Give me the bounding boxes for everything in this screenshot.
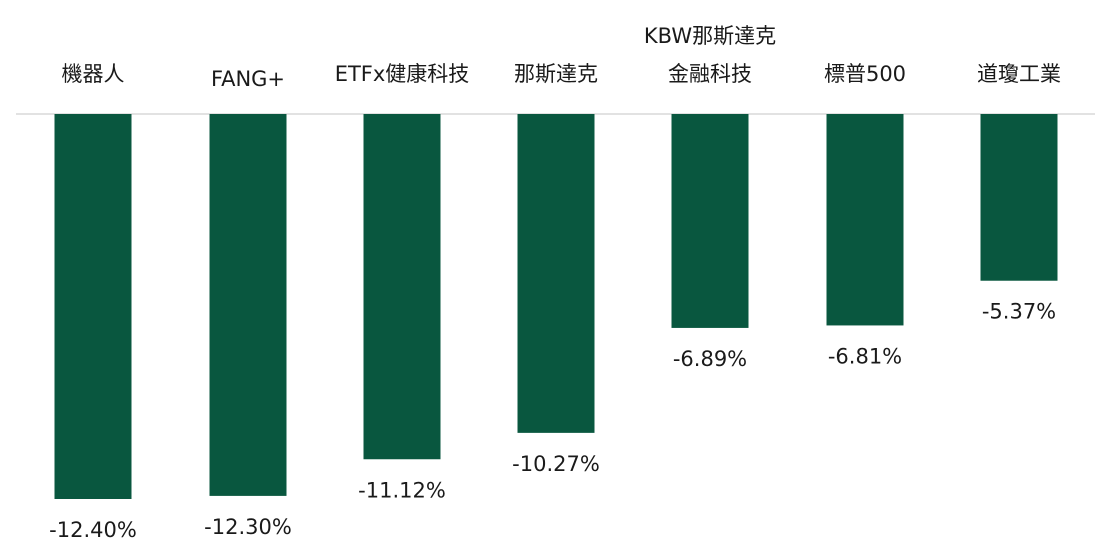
bar-2 (209, 114, 287, 496)
category-label-5: KBW那斯達克金融科技 (644, 24, 776, 86)
category-label-6: 標普500 (824, 62, 906, 86)
category-label-7: 道瓊工業 (977, 62, 1061, 86)
data-label-2: -12.30% (204, 515, 292, 539)
data-label-3: -11.12% (358, 478, 446, 502)
bar-7 (980, 114, 1058, 281)
category-label-4: 那斯達克 (514, 62, 598, 86)
bar-6 (826, 114, 904, 326)
data-label-5: -6.89% (673, 347, 747, 371)
bar-5 (671, 114, 749, 328)
bars (54, 114, 1058, 499)
data-label-7: -5.37% (982, 300, 1056, 324)
category-label-3: ETFx健康科技 (335, 62, 470, 86)
bar-4 (517, 114, 595, 433)
category-labels: 機器人 FANG+ ETFx健康科技 那斯達克 KBW那斯達克金融科技標普500 道瓊工業 (62, 24, 1062, 91)
data-label-1: -12.40% (49, 518, 137, 542)
data-labels: -12.40% -12.30% -11.12% -10.27% -6.89% -6.81%… (49, 300, 1056, 542)
bar-3 (363, 114, 441, 460)
category-label-1: 機器人 (62, 62, 125, 86)
category-label-2: FANG+ (211, 67, 285, 91)
bar-1 (54, 114, 132, 499)
data-label-4: -10.27% (512, 452, 600, 476)
data-label-6: -6.81% (828, 344, 902, 368)
